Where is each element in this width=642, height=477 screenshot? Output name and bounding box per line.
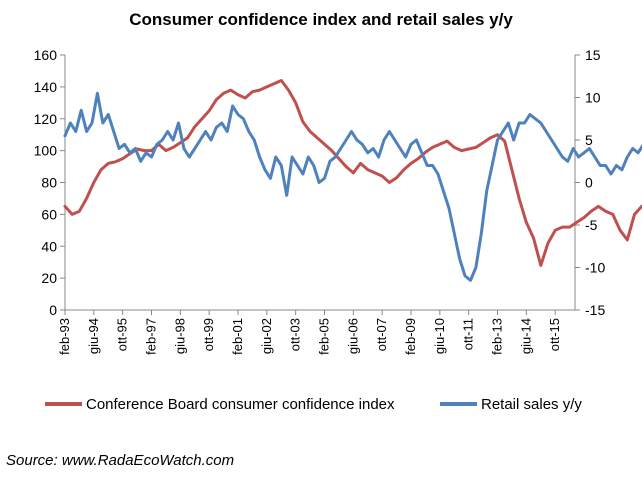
x-tick-label: ott-11 [461,318,476,350]
x-tick-label: feb-05 [317,318,332,355]
x-tick-label: ott-07 [374,318,389,351]
right-tick-label: -15 [585,302,605,318]
x-tick-label: giu-06 [345,318,360,354]
left-tick-label: 140 [34,79,58,95]
right-tick-label: -5 [585,217,598,233]
left-axis-ticks: 0 20 40 60 80 100 120 140 160 [34,47,65,318]
x-tick-label: feb-01 [230,318,245,355]
series-lines [63,79,642,282]
series-line-retail-sales [63,91,642,282]
right-tick-label: 15 [585,47,601,63]
left-tick-label: 40 [41,238,57,254]
legend: Conference Board consumer confidence ind… [45,396,582,413]
right-tick-label: 10 [585,90,601,106]
x-tick-label: ott-99 [201,318,216,351]
x-tick-label: giu-02 [259,318,274,354]
chart-title: Consumer confidence index and retail sal… [129,10,513,29]
x-tick-label: ott-95 [115,318,130,351]
left-tick-label: 60 [41,206,57,222]
left-tick-label: 100 [34,143,58,159]
x-tick-label: giu-10 [432,318,447,354]
series-line-confidence [63,79,642,267]
x-tick-label: giu-98 [172,318,187,354]
x-tick-label: ott-03 [288,318,303,351]
source-note: Source: www.RadaEcoWatch.com [6,452,235,469]
left-tick-label: 80 [41,175,57,191]
left-tick-label: 0 [49,302,57,318]
legend-label-retail-sales: Retail sales y/y [481,396,582,413]
right-axis-ticks: -15 -10 -5 0 5 10 15 [575,47,605,318]
left-tick-label: 20 [41,270,57,286]
x-tick-label: giu-94 [86,318,101,354]
x-tick-label: ott-15 [547,318,562,351]
x-tick-label: giu-14 [518,318,533,354]
left-tick-label: 160 [34,47,58,63]
right-tick-label: 5 [585,132,593,148]
legend-label-confidence: Conference Board consumer confidence ind… [86,396,395,413]
right-tick-label: -10 [585,260,605,276]
x-axis-ticks: feb-93 giu-94 ott-95 feb-97 giu-98 ott-99 feb-… [57,310,562,355]
x-tick-label: feb-09 [403,318,418,355]
x-tick-label: feb-93 [57,318,72,355]
right-tick-label: 0 [585,175,593,191]
left-tick-label: 120 [34,111,58,127]
x-tick-label: feb-13 [490,318,505,355]
x-tick-label: feb-97 [144,318,159,355]
